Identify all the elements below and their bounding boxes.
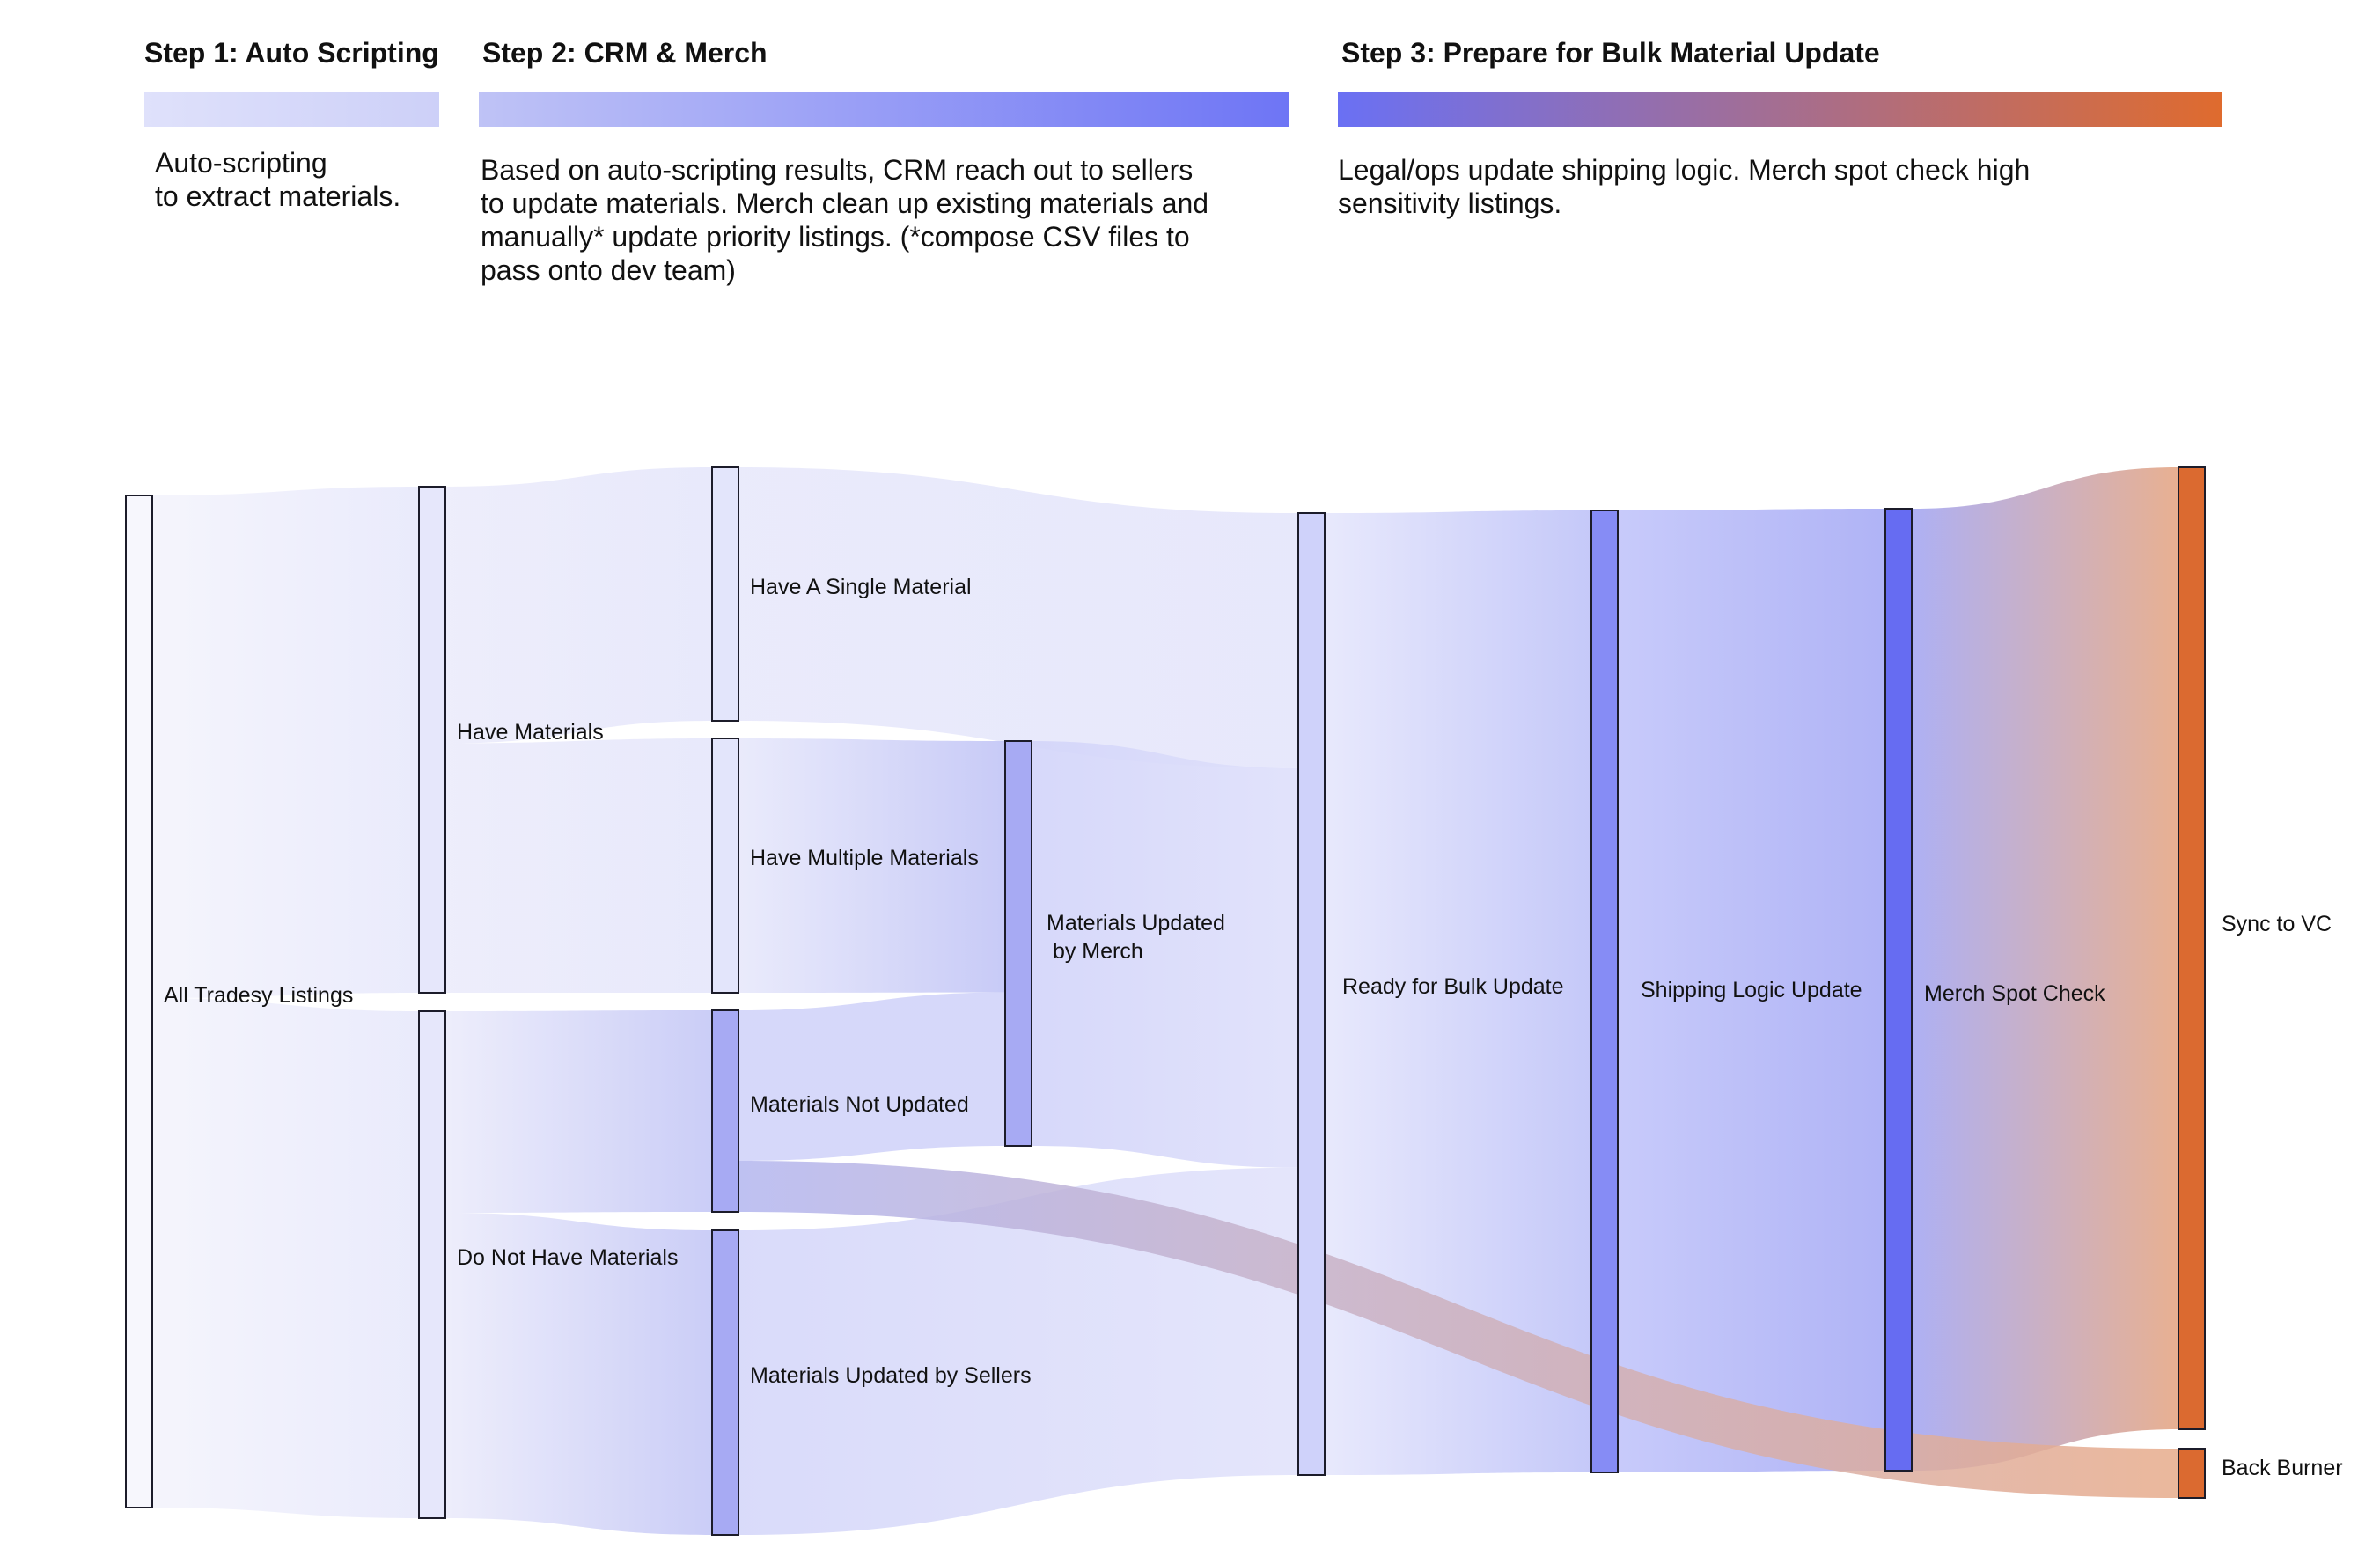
flow-all-to-donot bbox=[152, 997, 419, 1518]
node-label-burner: Back Burner bbox=[2222, 1456, 2343, 1480]
flow-have-to-single bbox=[445, 467, 712, 744]
step-3-gradient-bar bbox=[1338, 92, 2222, 127]
sankey-nodes bbox=[125, 466, 2206, 1536]
node-burner bbox=[2178, 1448, 2206, 1499]
node-label-notupdated: Materials Not Updated bbox=[750, 1092, 969, 1117]
flow-ready-to-shipping bbox=[1325, 510, 1591, 1475]
step-1-title: Step 1: Auto Scripting bbox=[144, 37, 439, 69]
step-2-description: Based on auto-scripting results, CRM rea… bbox=[481, 154, 1209, 286]
node-label-sellers: Materials Updated by Sellers bbox=[750, 1363, 1032, 1388]
flow-merch-to-ready bbox=[1032, 741, 1298, 1168]
step-1-gradient-bar bbox=[144, 92, 439, 127]
node-spot bbox=[1884, 508, 1913, 1472]
flow-sellers-to-ready bbox=[738, 1167, 1298, 1535]
node-label-multiple: Have Multiple Materials bbox=[750, 846, 979, 870]
node-ready bbox=[1297, 512, 1326, 1476]
node-label-spot: Merch Spot Check bbox=[1924, 981, 2105, 1006]
node-label-all: All Tradesy Listings bbox=[164, 983, 353, 1008]
node-sellers bbox=[711, 1229, 739, 1536]
flow-notupdated-to-merch bbox=[738, 992, 1005, 1161]
node-label-merch: Materials Updated by Merch bbox=[1047, 911, 1225, 964]
flow-all-to-have bbox=[152, 487, 419, 998]
node-label-have: Have Materials bbox=[457, 720, 604, 745]
flow-have-to-multiple bbox=[445, 738, 712, 993]
flow-shipping-to-spot bbox=[1618, 509, 1885, 1472]
node-donot bbox=[418, 1010, 446, 1519]
node-shipping bbox=[1590, 510, 1619, 1473]
flow-notupdated-to-burner bbox=[738, 1161, 2178, 1498]
sankey-links bbox=[152, 467, 2178, 1535]
node-label-ready: Ready for Bulk Update bbox=[1342, 974, 1564, 999]
flow-donot-to-notupdated bbox=[445, 1010, 712, 1213]
node-notupdated bbox=[711, 1009, 739, 1213]
step-3-title: Step 3: Prepare for Bulk Material Update bbox=[1341, 37, 1880, 69]
sankey-labels: All Tradesy Listings Have Materials Do Not… bbox=[164, 575, 2343, 1480]
flow-single-to-ready bbox=[738, 467, 1298, 768]
node-multiple bbox=[711, 738, 739, 994]
node-label-sync: Sync to VC bbox=[2222, 912, 2332, 936]
flow-donot-to-sellers bbox=[445, 1213, 712, 1535]
node-all bbox=[125, 495, 153, 1508]
flow-multiple-to-merch bbox=[738, 738, 1005, 993]
node-have bbox=[418, 486, 446, 994]
flow-spot-to-sync bbox=[1912, 467, 2178, 1471]
node-label-donot: Do Not Have Materials bbox=[457, 1245, 678, 1270]
node-sync bbox=[2178, 466, 2206, 1430]
step-2-title: Step 2: CRM & Merch bbox=[482, 37, 768, 69]
node-label-single: Have A Single Material bbox=[750, 575, 972, 599]
step-3-description: Legal/ops update shipping logic. Merch s… bbox=[1338, 154, 2031, 219]
node-label-shipping: Shipping Logic Update bbox=[1641, 978, 1862, 1002]
node-single bbox=[711, 466, 739, 722]
node-merch bbox=[1004, 740, 1032, 1147]
step-2-gradient-bar bbox=[479, 92, 1289, 127]
step-1-description: Auto-scripting to extract materials. bbox=[155, 147, 401, 212]
